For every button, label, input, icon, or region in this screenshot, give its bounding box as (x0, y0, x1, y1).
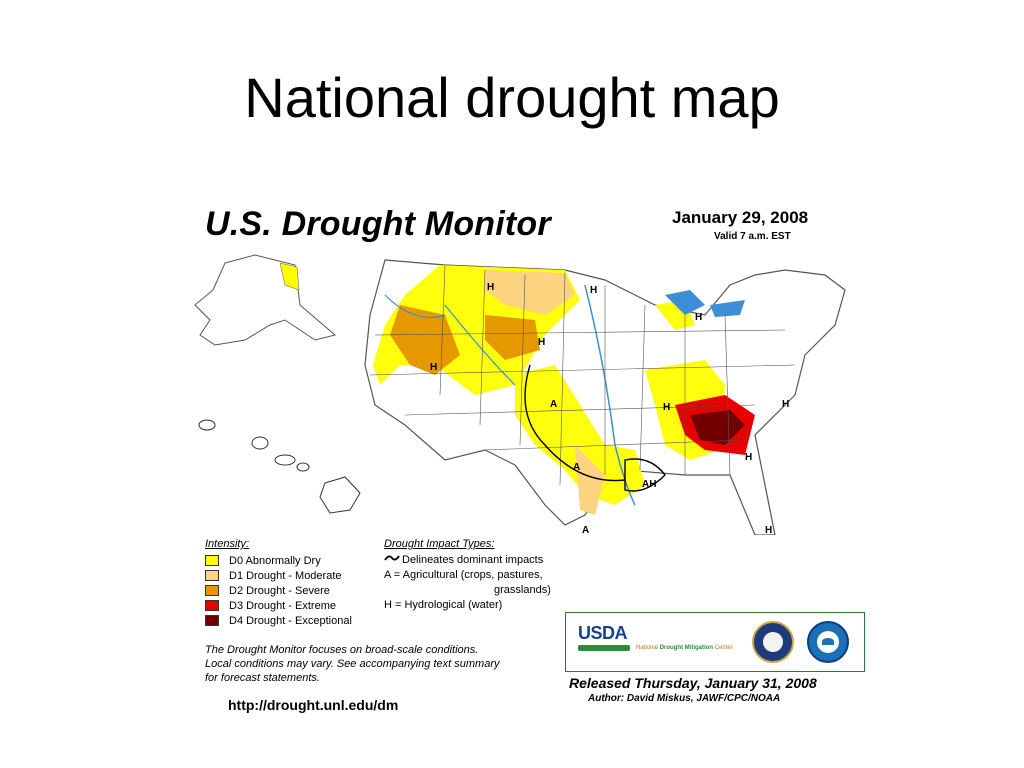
impact-ag-cont-text: grasslands) (494, 584, 551, 596)
wave-line-icon (384, 553, 402, 568)
state-lines (369, 264, 796, 486)
impact-dominant-row: Delineates dominant impacts (384, 553, 574, 568)
impact-ag-text: A = Agricultural (crops, pastures, (384, 569, 543, 581)
intensity-heading: Intensity: (205, 538, 250, 550)
impact-label: H (590, 285, 597, 296)
legend-swatch-d1 (205, 570, 219, 581)
usda-logo-text: USDA (578, 623, 628, 643)
alaska (194, 254, 337, 346)
impact-label: H (765, 525, 772, 535)
release-date: Released Thursday, January 31, 2008 (569, 675, 817, 691)
legend-swatch-d0 (205, 555, 219, 566)
map-title: U.S. Drought Monitor (205, 205, 551, 243)
impact-label: H (430, 362, 437, 373)
impact-hydro-text: H = Hydrological (water) (384, 599, 503, 611)
legend-label: D4 Drought - Exceptional (229, 614, 352, 627)
legend-swatch-d4 (205, 615, 219, 626)
legend-label: D0 Abnormally Dry (229, 554, 321, 567)
sponsor-logos: USDA National Drought Mitigation Center (565, 612, 865, 672)
ndmc-text-pre: National (636, 645, 659, 651)
legend-item: D1 Drought - Moderate (205, 568, 385, 583)
intensity-legend: Intensity: D0 Abnormally Dry D1 Drought … (205, 538, 385, 628)
drought-map: H H H H H H A A A H AH H H (194, 254, 846, 535)
legend-item: D2 Drought - Severe (205, 583, 385, 598)
legend-swatch-d2 (205, 585, 219, 596)
impact-label: A (550, 399, 557, 410)
impact-heading: Drought Impact Types: (384, 538, 495, 550)
impact-labels: H H H H H H A A A H AH H H (430, 282, 789, 535)
source-url: http://drought.unl.edu/dm (228, 697, 399, 713)
impact-boundaries (524, 364, 666, 492)
impact-label: A (582, 525, 589, 535)
impact-label: AH (642, 479, 656, 490)
impact-legend: Drought Impact Types: Delineates dominan… (384, 538, 574, 613)
legend-label: D3 Drought - Extreme (229, 599, 336, 612)
impact-dominant-text: Delineates dominant impacts (402, 554, 544, 566)
legend-item: D3 Drought - Extreme (205, 598, 385, 613)
impact-label: H (782, 399, 789, 410)
legend-swatch-d3 (205, 600, 219, 611)
disclaimer-note: The Drought Monitor focuses on broad-sca… (205, 643, 555, 685)
usda-logo-bar (578, 645, 630, 651)
note-line: Local conditions may vary. See accompany… (205, 658, 500, 670)
usda-logo: USDA (578, 623, 630, 651)
note-line: for forecast statements. (205, 672, 320, 684)
impact-label: H (538, 337, 545, 348)
impact-label: H (663, 402, 670, 413)
ndmc-text-post: Center (714, 645, 733, 651)
impact-label: H (695, 312, 702, 323)
legend-label: D1 Drought - Moderate (229, 569, 342, 582)
map-date: January 29, 2008 (672, 208, 809, 227)
impact-label: H (487, 282, 494, 293)
impact-label: H (745, 452, 752, 463)
author-credit: Author: David Miskus, JAWF/CPC/NOAA (588, 693, 781, 704)
legend-label: D2 Drought - Severe (229, 584, 330, 597)
note-line: The Drought Monitor focuses on broad-sca… (205, 644, 479, 656)
noaa-seal-icon (807, 621, 849, 663)
ndmc-text-mid: Drought Mitigation (659, 645, 714, 651)
commerce-seal-icon (752, 621, 794, 663)
impact-label: A (573, 462, 580, 473)
map-valid-time: Valid 7 a.m. EST (714, 231, 791, 242)
slide-title: National drought map (244, 66, 780, 129)
legend-item: D4 Drought - Exceptional (205, 613, 385, 628)
legend-item: D0 Abnormally Dry (205, 553, 385, 568)
ndmc-logo: National Drought Mitigation Center (636, 645, 733, 651)
hawaii (198, 419, 361, 514)
